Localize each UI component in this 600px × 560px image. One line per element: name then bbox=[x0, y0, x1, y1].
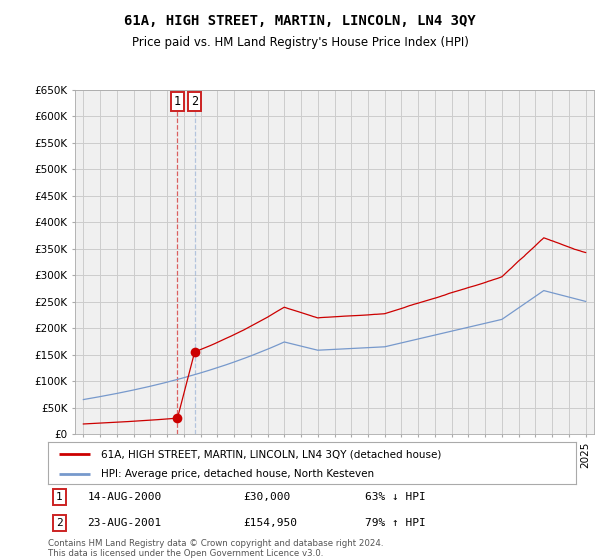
Text: 2: 2 bbox=[191, 95, 198, 108]
Text: Contains HM Land Registry data © Crown copyright and database right 2024.
This d: Contains HM Land Registry data © Crown c… bbox=[48, 539, 383, 558]
Text: 61A, HIGH STREET, MARTIN, LINCOLN, LN4 3QY (detached house): 61A, HIGH STREET, MARTIN, LINCOLN, LN4 3… bbox=[101, 449, 441, 459]
Text: HPI: Average price, detached house, North Kesteven: HPI: Average price, detached house, Nort… bbox=[101, 469, 374, 479]
Text: 14-AUG-2000: 14-AUG-2000 bbox=[88, 492, 162, 502]
Text: 23-AUG-2001: 23-AUG-2001 bbox=[88, 518, 162, 528]
Text: 2: 2 bbox=[56, 518, 62, 528]
Text: 63% ↓ HPI: 63% ↓ HPI bbox=[365, 492, 425, 502]
Text: 79% ↑ HPI: 79% ↑ HPI bbox=[365, 518, 425, 528]
Text: £154,950: £154,950 bbox=[244, 518, 298, 528]
Text: 1: 1 bbox=[174, 95, 181, 108]
Text: 61A, HIGH STREET, MARTIN, LINCOLN, LN4 3QY: 61A, HIGH STREET, MARTIN, LINCOLN, LN4 3… bbox=[124, 14, 476, 28]
Text: 1: 1 bbox=[56, 492, 62, 502]
Text: Price paid vs. HM Land Registry's House Price Index (HPI): Price paid vs. HM Land Registry's House … bbox=[131, 36, 469, 49]
Text: £30,000: £30,000 bbox=[244, 492, 290, 502]
